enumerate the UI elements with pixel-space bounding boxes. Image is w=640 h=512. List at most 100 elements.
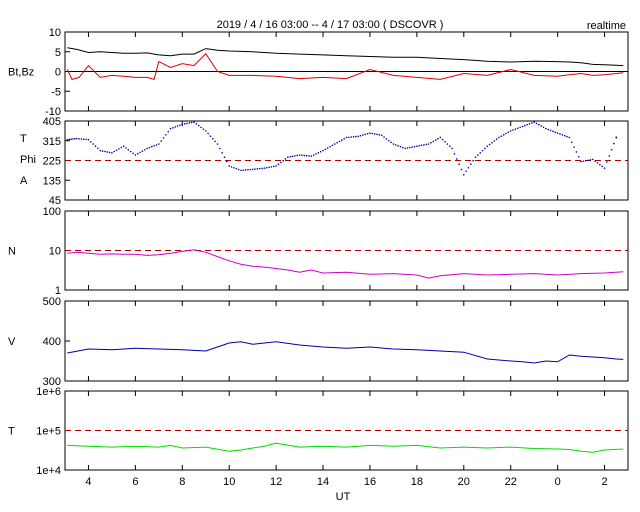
data-point [575,151,578,153]
data-point [523,124,526,127]
data-point [315,153,317,155]
x-tick-label: 18 [411,476,423,488]
y-tick-label: 405 [43,116,61,128]
data-point [430,141,432,144]
data-point [481,149,484,152]
data-point [153,144,155,147]
data-point [521,125,524,128]
data-point [322,149,324,152]
series-line [67,442,624,453]
data-point [101,150,104,152]
data-point [359,134,362,137]
data-point [580,160,582,163]
data-point [211,137,214,140]
data-point [70,138,72,141]
data-point [235,167,238,170]
data-point [528,123,531,125]
data-point [589,159,592,161]
x-tick-label: 2 [601,476,607,488]
data-point [416,145,418,148]
data-point [568,136,571,139]
data-point [120,146,123,149]
data-point [160,140,162,142]
data-point [547,128,550,131]
data-point [92,143,94,145]
data-point [484,147,486,150]
x-tick-label: 12 [270,476,282,488]
y-axis-label: A [20,175,28,187]
data-point [226,160,228,163]
data-point [594,160,596,162]
data-point [552,130,554,133]
data-point [387,139,390,142]
data-point [350,136,352,138]
data-point [615,136,618,139]
data-point [270,166,273,168]
data-point [80,138,83,140]
data-point [136,152,139,155]
data-point [362,134,364,136]
data-point [251,168,254,171]
data-point [531,122,533,124]
data-point [413,145,416,148]
data-point [113,150,116,153]
data-point [486,145,489,148]
data-point [402,146,404,149]
data-point [190,121,193,124]
data-point [118,148,120,150]
data-point [383,136,385,138]
data-point [305,154,308,157]
data-point [427,143,430,145]
data-point [87,138,90,141]
data-point [176,125,179,127]
data-point [446,143,449,145]
data-point [127,148,130,151]
data-point [207,132,209,135]
data-point [296,154,299,157]
data-point [162,137,165,139]
y-axis-label: V [8,336,16,348]
y-axis-label: Bt,Bz [8,67,34,79]
data-point [329,145,331,148]
data-point [275,165,277,167]
data-point [613,142,615,145]
data-point [197,124,200,127]
data-point [345,136,348,139]
data-point [526,123,528,126]
data-point [331,144,334,147]
data-point [535,122,538,125]
data-point [310,155,313,157]
data-point [437,137,439,140]
chart-title: 2019 / 4 / 16 03:00 -- 4 / 17 03:00 ( DS… [217,19,444,31]
data-point [265,166,268,169]
series-line [67,249,624,279]
data-point [258,167,261,170]
data-point [146,147,148,150]
data-point [122,145,125,148]
data-point [373,133,376,135]
data-point [474,156,477,159]
data-point [289,155,292,158]
data-point [505,132,507,135]
data-point [491,141,493,144]
data-point [172,127,174,129]
data-point [97,147,99,150]
data-point [608,155,611,157]
data-point [385,137,388,140]
data-point [479,152,482,154]
data-point [563,134,566,137]
data-point [141,150,144,152]
panel-phi-angle: 405 315 225 135 45 T Phi A [20,116,629,207]
data-point [256,168,259,170]
data-point [202,128,205,130]
data-point [577,155,580,158]
data-point [139,151,141,154]
data-point [294,155,296,157]
data-point [542,126,545,129]
data-point [533,121,535,123]
data-point [488,143,491,146]
data-point [603,167,606,169]
y-tick-label: 225 [43,156,61,168]
data-point [390,141,392,144]
x-tick-label: 16 [364,476,376,488]
